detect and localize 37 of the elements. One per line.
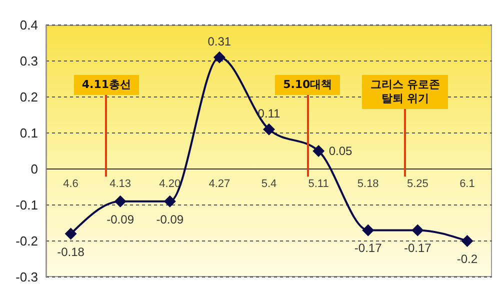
x-tick-label: 4.6 — [63, 178, 78, 190]
point — [461, 235, 474, 247]
annotation: 5.10대책 — [283, 78, 332, 92]
data-label: -0.09 — [156, 212, 184, 226]
data-label: 0.05 — [328, 144, 353, 158]
point — [213, 51, 226, 64]
y-tick-label: 0 — [30, 162, 38, 177]
x-tick-label: 5.4 — [261, 178, 277, 190]
y-tick-label: 0.4 — [20, 18, 38, 33]
data-label: 0.31 — [208, 34, 232, 48]
y-tick-label: 0.1 — [20, 126, 38, 141]
data-label: 0.11 — [258, 106, 281, 120]
point — [164, 195, 176, 208]
x-tick-label: 5.18 — [357, 178, 379, 190]
x-tick-label: 5.25 — [406, 178, 428, 190]
point — [64, 228, 77, 240]
point — [114, 195, 126, 208]
data-label: -0.09 — [106, 212, 134, 226]
y-tick-label: -0.3 — [16, 270, 38, 285]
point — [362, 224, 374, 236]
data-label: -0.17 — [354, 241, 382, 256]
y-tick-label: 0.3 — [20, 54, 38, 69]
data-label: -0.17 — [404, 241, 432, 256]
data-label: -0.18 — [57, 244, 85, 259]
y-tick-label: -0.2 — [16, 234, 38, 249]
y-tick-label: -0.1 — [16, 198, 38, 213]
x-tick-label: 6.1 — [460, 178, 475, 190]
x-tick-label: 4.13 — [110, 178, 132, 190]
point — [412, 224, 424, 236]
data-label: -0.2 — [456, 252, 478, 266]
point — [312, 145, 325, 157]
annotation: 4.11총선 — [82, 78, 132, 92]
x-tick-label: 4.27 — [208, 178, 230, 190]
annotation: 그리스 유로존 탈퇴 위기 — [370, 78, 440, 106]
point — [263, 123, 275, 136]
x-tick-label: 5.11 — [308, 178, 329, 190]
y-tick-label: 0.2 — [20, 90, 38, 105]
